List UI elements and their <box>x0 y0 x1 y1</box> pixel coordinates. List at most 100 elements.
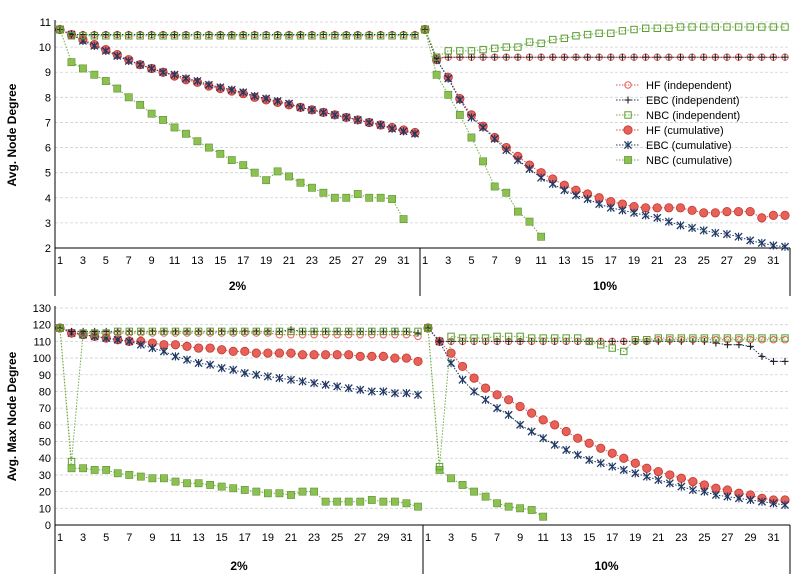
marker-ebc-cumulative <box>700 487 709 496</box>
x-tick-label: 29 <box>377 532 389 544</box>
marker-nbc-cumulative <box>455 111 464 119</box>
marker-nbc-independent <box>182 32 190 40</box>
marker-nbc-independent <box>160 327 168 336</box>
marker-nbc-cumulative <box>479 157 487 166</box>
marker-ebc-independent <box>781 357 789 365</box>
marker-ebc-independent <box>505 337 513 345</box>
marker-ebc-cumulative <box>159 347 168 356</box>
marker-nbc-independent <box>769 334 778 342</box>
marker-ebc-cumulative <box>182 355 192 364</box>
marker-nbc-cumulative <box>239 161 248 170</box>
marker-ebc-cumulative <box>493 404 502 413</box>
x-tick-label: 27 <box>721 255 733 267</box>
marker-ebc-independent <box>769 357 777 365</box>
marker-nbc-independent <box>641 24 650 32</box>
legend-label: NBC (cumulative) <box>646 155 732 167</box>
marker-ebc-independent <box>631 337 639 345</box>
marker-hf-cumulative <box>182 341 192 351</box>
marker-nbc-cumulative <box>183 479 191 488</box>
x-tick-label: 23 <box>674 255 686 267</box>
marker-ebc-independent <box>91 327 99 335</box>
marker-nbc-independent <box>217 327 226 336</box>
marker-ebc-cumulative <box>502 145 511 155</box>
marker-nbc-independent <box>56 25 64 34</box>
marker-ebc-independent <box>735 53 743 61</box>
marker-ebc-cumulative <box>490 134 499 143</box>
series-nbc-independent <box>56 324 422 466</box>
x-tick-label: 1 <box>422 255 428 267</box>
x-tick-label: 11 <box>170 532 181 544</box>
legend-entry-hf-independent: HF (independent) <box>616 80 732 92</box>
marker-nbc-independent <box>159 32 167 40</box>
marker-nbc-independent <box>216 32 225 40</box>
series-line-nbc-independent <box>59 327 418 462</box>
marker-nbc-independent <box>537 39 545 48</box>
marker-ebc-independent <box>758 53 766 61</box>
marker-legend-hf-cumulative <box>623 125 633 135</box>
marker-hf-cumulative <box>641 203 651 213</box>
x-tick-label: 7 <box>492 255 498 267</box>
marker-ebc-independent <box>436 337 444 345</box>
marker-nbc-independent <box>388 32 396 40</box>
marker-ebc-independent <box>572 53 580 61</box>
marker-hf-cumulative <box>675 203 686 213</box>
marker-ebc-cumulative <box>113 335 122 344</box>
marker-ebc-cumulative <box>229 365 238 374</box>
marker-ebc-cumulative <box>319 108 328 117</box>
x-tick-label: 23 <box>675 532 687 544</box>
marker-ebc-independent <box>630 53 638 61</box>
series-nbc-independent <box>421 23 789 61</box>
marker-nbc-independent <box>746 23 754 31</box>
x-tick-label: 19 <box>629 532 641 544</box>
marker-nbc-independent <box>275 327 284 336</box>
marker-nbc-independent <box>356 327 364 336</box>
y-tick-label: 6 <box>45 143 51 155</box>
marker-ebc-independent <box>607 53 615 61</box>
marker-hf-cumulative <box>538 415 548 425</box>
series-hf-cumulative <box>55 323 423 367</box>
marker-ebc-cumulative <box>525 164 534 173</box>
marker-nbc-cumulative <box>275 489 284 498</box>
marker-nbc-independent <box>331 32 339 40</box>
marker-nbc-independent <box>414 327 422 336</box>
x-tick-label: 9 <box>515 255 521 267</box>
marker-nbc-cumulative <box>298 487 307 496</box>
marker-ebc-cumulative <box>608 462 617 471</box>
marker-nbc-cumulative <box>356 497 365 506</box>
legend: HF (independent) EBC (independent) NBC (in… <box>616 80 740 167</box>
marker-nbc-cumulative <box>252 487 261 496</box>
marker-hf-cumulative <box>401 353 412 363</box>
marker-hf-cumulative <box>515 401 525 412</box>
marker-hf-cumulative <box>710 208 720 218</box>
marker-nbc-independent <box>411 32 419 40</box>
marker-ebc-cumulative <box>402 389 411 398</box>
marker-ebc-cumulative <box>216 83 225 92</box>
x-tick-label: 1 <box>57 532 63 544</box>
marker-ebc-cumulative <box>342 113 351 122</box>
series-line-nbc-cumulative <box>427 327 544 518</box>
marker-nbc-cumulative <box>330 193 339 202</box>
marker-nbc-cumulative <box>136 472 145 481</box>
marker-ebc-cumulative <box>537 173 546 182</box>
y-tick-label: 50 <box>39 437 51 449</box>
marker-nbc-cumulative <box>525 217 534 226</box>
marker-ebc-independent <box>160 327 168 335</box>
series-line-nbc-independent <box>424 26 785 58</box>
marker-ebc-cumulative <box>641 211 650 220</box>
marker-ebc-cumulative <box>147 64 156 73</box>
marker-nbc-independent <box>630 25 638 34</box>
marker-ebc-cumulative <box>711 490 720 500</box>
marker-nbc-cumulative <box>250 168 259 177</box>
marker-nbc-independent <box>653 24 661 32</box>
marker-hf-cumulative <box>446 348 456 358</box>
x-tick-label: 5 <box>468 255 474 267</box>
marker-nbc-cumulative <box>321 497 330 506</box>
x-tick-label: 9 <box>149 532 155 544</box>
marker-nbc-cumulative <box>504 502 513 511</box>
marker-hf-cumulative <box>480 383 491 393</box>
y-tick-label: 10 <box>39 42 51 54</box>
marker-ebc-independent <box>758 352 766 360</box>
y-tick-label: 90 <box>39 370 51 382</box>
